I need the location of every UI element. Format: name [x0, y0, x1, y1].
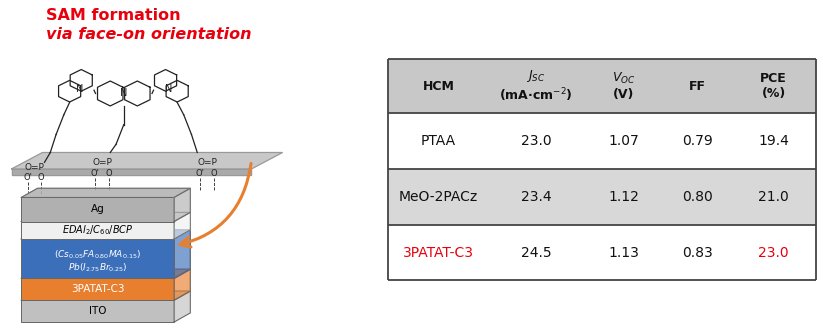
Text: Ag: Ag — [91, 204, 105, 215]
Text: 23.4: 23.4 — [521, 190, 551, 204]
Text: O=P: O=P — [197, 158, 217, 167]
Text: 3PATAT-C3: 3PATAT-C3 — [403, 246, 474, 259]
Text: O': O' — [91, 169, 100, 178]
Polygon shape — [21, 291, 190, 300]
Text: N: N — [120, 89, 128, 98]
Text: N: N — [165, 84, 172, 94]
Text: $(Cs_{0.05}FA_{0.80}MA_{0.15})$: $(Cs_{0.05}FA_{0.80}MA_{0.15})$ — [54, 249, 142, 261]
Text: SAM formation: SAM formation — [46, 8, 181, 23]
Text: HCM: HCM — [422, 80, 454, 92]
Text: MeO-2PACz: MeO-2PACz — [399, 190, 478, 204]
Bar — [388, 225, 816, 280]
Polygon shape — [21, 269, 190, 278]
Text: 1.13: 1.13 — [608, 246, 639, 259]
Text: $EDAl_2/C_{60}/BCP$: $EDAl_2/C_{60}/BCP$ — [62, 223, 133, 237]
Bar — [21, 221, 174, 239]
Polygon shape — [21, 212, 190, 221]
Text: 0.83: 0.83 — [682, 246, 713, 259]
Text: 24.5: 24.5 — [521, 246, 551, 259]
Text: $V_{OC}$
(V): $V_{OC}$ (V) — [611, 71, 635, 101]
Text: 23.0: 23.0 — [521, 134, 551, 148]
Bar — [388, 113, 816, 169]
Text: 19.4: 19.4 — [758, 134, 789, 148]
Polygon shape — [21, 188, 190, 197]
Text: O: O — [106, 169, 113, 178]
Text: via face-on orientation: via face-on orientation — [46, 27, 252, 42]
Text: 3PATAT-C3: 3PATAT-C3 — [71, 284, 124, 294]
Text: N: N — [76, 84, 83, 94]
Text: O': O' — [196, 169, 205, 178]
Bar — [388, 59, 816, 113]
Polygon shape — [174, 212, 190, 239]
Text: 1.12: 1.12 — [608, 190, 639, 204]
Text: PCE
(%): PCE (%) — [760, 72, 787, 100]
Bar — [388, 169, 816, 225]
Bar — [21, 197, 174, 221]
FancyArrowPatch shape — [180, 163, 251, 247]
Text: 0.80: 0.80 — [682, 190, 713, 204]
Polygon shape — [12, 169, 252, 175]
Polygon shape — [174, 291, 190, 322]
Text: O: O — [210, 169, 216, 178]
Text: $Pb(I_{2.75}Br_{0.25})$: $Pb(I_{2.75}Br_{0.25})$ — [67, 262, 128, 274]
Bar — [21, 300, 174, 322]
Text: 23.0: 23.0 — [758, 246, 789, 259]
Polygon shape — [21, 230, 190, 239]
Text: PTAA: PTAA — [421, 134, 456, 148]
Polygon shape — [174, 188, 190, 221]
Text: 1.07: 1.07 — [608, 134, 639, 148]
Polygon shape — [12, 153, 282, 169]
Text: O': O' — [23, 173, 32, 182]
Text: O=P: O=P — [25, 163, 44, 172]
Text: ITO: ITO — [89, 306, 106, 316]
Polygon shape — [174, 269, 190, 300]
Text: $J_{SC}$
(mA·cm$^{-2}$): $J_{SC}$ (mA·cm$^{-2}$) — [499, 68, 573, 104]
Text: FF: FF — [689, 80, 706, 92]
Text: O: O — [37, 173, 44, 182]
Bar — [21, 278, 174, 300]
Text: 0.79: 0.79 — [682, 134, 713, 148]
Bar — [21, 239, 174, 278]
Text: O=P: O=P — [92, 158, 113, 167]
Text: 21.0: 21.0 — [758, 190, 789, 204]
Polygon shape — [174, 230, 190, 278]
